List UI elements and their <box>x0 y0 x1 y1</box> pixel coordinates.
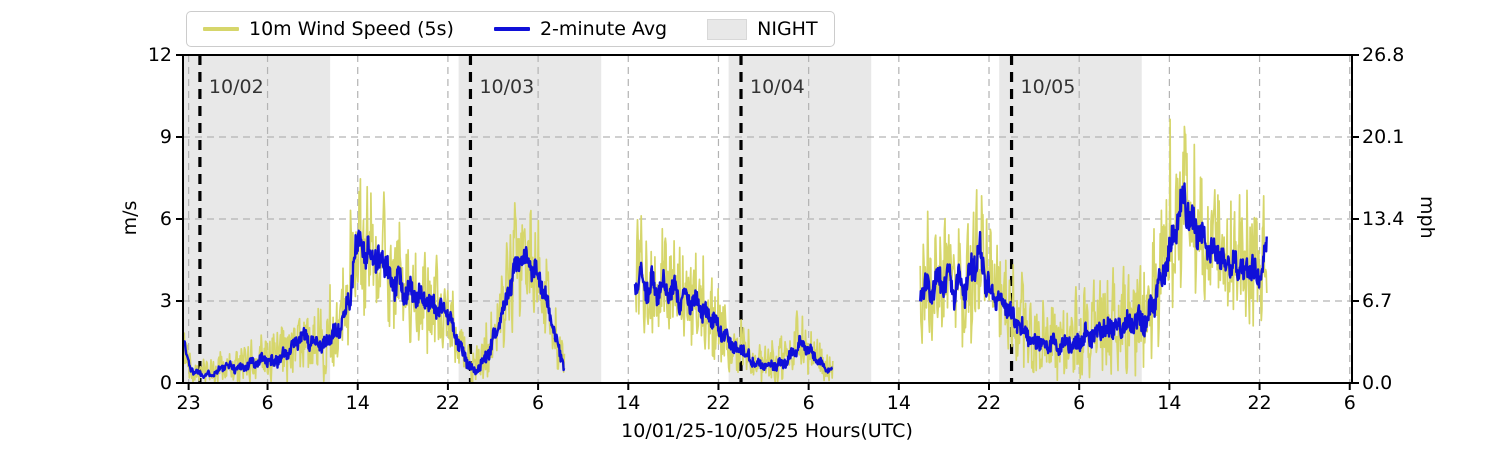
series-line-2min-avg <box>919 182 1268 357</box>
y-tick-label-left: 6 <box>159 208 172 230</box>
y-tick-label-right: 26.8 <box>1362 44 1405 66</box>
legend-label-night: NIGHT <box>757 18 818 40</box>
x-tick-label: 14 <box>616 392 641 414</box>
x-axis-label: 10/01/25-10/05/25 Hours(UTC) <box>621 420 913 442</box>
legend-line-swatch-5s <box>203 27 239 31</box>
x-tick-label: 6 <box>1073 392 1086 414</box>
x-tick-label: 14 <box>886 392 911 414</box>
y-tick-label-left: 3 <box>159 290 172 312</box>
legend: 10m Wind Speed (5s) 2-minute Avg NIGHT <box>186 11 835 47</box>
x-tick-label: 14 <box>1157 392 1182 414</box>
legend-patch-swatch-night <box>707 18 748 40</box>
legend-line-swatch-avg <box>493 27 530 31</box>
y-axis-label-right: mph <box>1416 196 1438 239</box>
x-tick-label: 22 <box>976 392 1002 414</box>
x-tick-label: 6 <box>1343 392 1356 414</box>
day-label: 10/03 <box>479 76 535 98</box>
y-tick-label-left: 9 <box>159 126 172 148</box>
y-tick-label-right: 13.4 <box>1362 208 1405 230</box>
x-tick-label: 23 <box>176 392 201 414</box>
x-tick-label: 6 <box>802 392 815 414</box>
x-tick-label: 14 <box>345 392 370 414</box>
day-label: 10/02 <box>208 76 264 98</box>
y-tick-label-right: 20.1 <box>1362 126 1405 148</box>
x-tick-label: 22 <box>706 392 731 414</box>
y-tick-label-left: 0 <box>159 372 172 394</box>
day-label: 10/04 <box>750 76 805 98</box>
y-tick-label-right: 0.0 <box>1362 372 1393 394</box>
day-label: 10/05 <box>1020 76 1076 98</box>
x-tick-label: 6 <box>532 392 545 414</box>
legend-entry-night: NIGHT <box>707 18 818 40</box>
legend-label-5s: 10m Wind Speed (5s) <box>249 18 454 40</box>
x-tick-label: 6 <box>261 392 274 414</box>
legend-label-avg: 2-minute Avg <box>539 18 668 40</box>
series-line-2min-avg <box>633 261 834 374</box>
x-tick-label: 22 <box>435 392 460 414</box>
x-tick-label: 22 <box>1247 392 1272 414</box>
series-line-2min-avg <box>182 229 566 379</box>
legend-entry-5s: 10m Wind Speed (5s) <box>203 18 454 40</box>
legend-entry-avg: 2-minute Avg <box>493 18 668 40</box>
y-tick-label-right: 6.7 <box>1362 290 1393 312</box>
y-tick-label-left: 12 <box>147 44 172 66</box>
